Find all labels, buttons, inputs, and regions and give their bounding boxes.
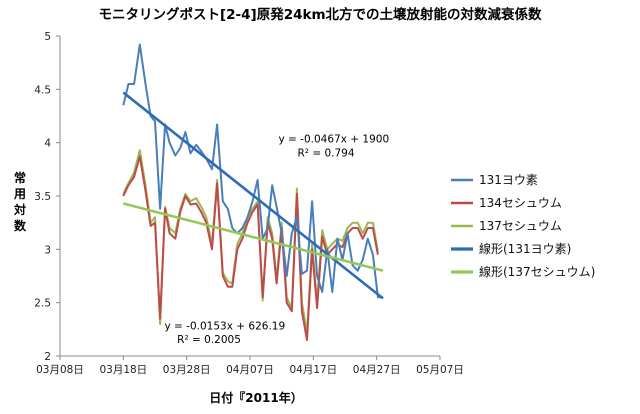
annotation-cesium_r2: R² = 0.2005: [177, 334, 241, 346]
annotation-iodine_r2: R² = 0.794: [298, 148, 355, 160]
y-axis-label-char: 対: [13, 202, 26, 217]
y-axis-label-char: 常: [14, 170, 26, 185]
series-line-2: [122, 155, 379, 341]
chart-title: モニタリングポスト[2-4]原発24km北方での土壌放射能の対数減衰係数: [98, 6, 542, 23]
x-tick-label: 03月18日: [99, 364, 147, 376]
x-tick-label: 03月28日: [163, 364, 211, 376]
series-line-1: [122, 43, 383, 299]
x-tick-label: 03月08日: [36, 364, 84, 376]
legend-label-1: 131ヨウ素: [479, 173, 538, 187]
legend-label-4: 線形(131ヨウ素): [479, 241, 571, 256]
y-tick-label: 4.5: [34, 84, 51, 96]
y-tick-label: 2: [44, 351, 51, 363]
x-tick-label: 04月07日: [226, 364, 274, 376]
legend-label-5: 線形(137セシュウム): [479, 264, 595, 279]
x-axis-label: 日付『2011年）: [209, 390, 302, 405]
trendline-2: [123, 202, 384, 272]
trendline-1: [122, 91, 384, 300]
plot-area: 2 2.5 3 3.5 4 4.5 5 03月08日 03月18日 03月28日 04月07日 04月…: [34, 31, 464, 376]
y-axis-label-char: 用: [13, 187, 26, 201]
annotation-cesium_eq: y = -0.0153x + 626.19: [165, 320, 286, 332]
x-tick-label: 05月07日: [416, 364, 464, 376]
y-tick-label: 3.5: [34, 191, 51, 203]
y-tick-label: 5: [44, 31, 51, 43]
x-tick-label: 04月27日: [353, 364, 401, 376]
y-tick-label: 4: [44, 138, 51, 150]
y-tick-label: 2.5: [34, 298, 51, 310]
annotation-iodine_eq: y = -0.0467x + 1900: [279, 134, 390, 146]
x-tick-label: 04月17日: [289, 364, 337, 376]
legend-label-2: 134セシュウム: [479, 196, 562, 210]
y-axis-label-char: 数: [14, 218, 27, 233]
y-tick-label: 3: [44, 244, 51, 256]
legend-label-3: 137セシュウム: [479, 219, 562, 233]
